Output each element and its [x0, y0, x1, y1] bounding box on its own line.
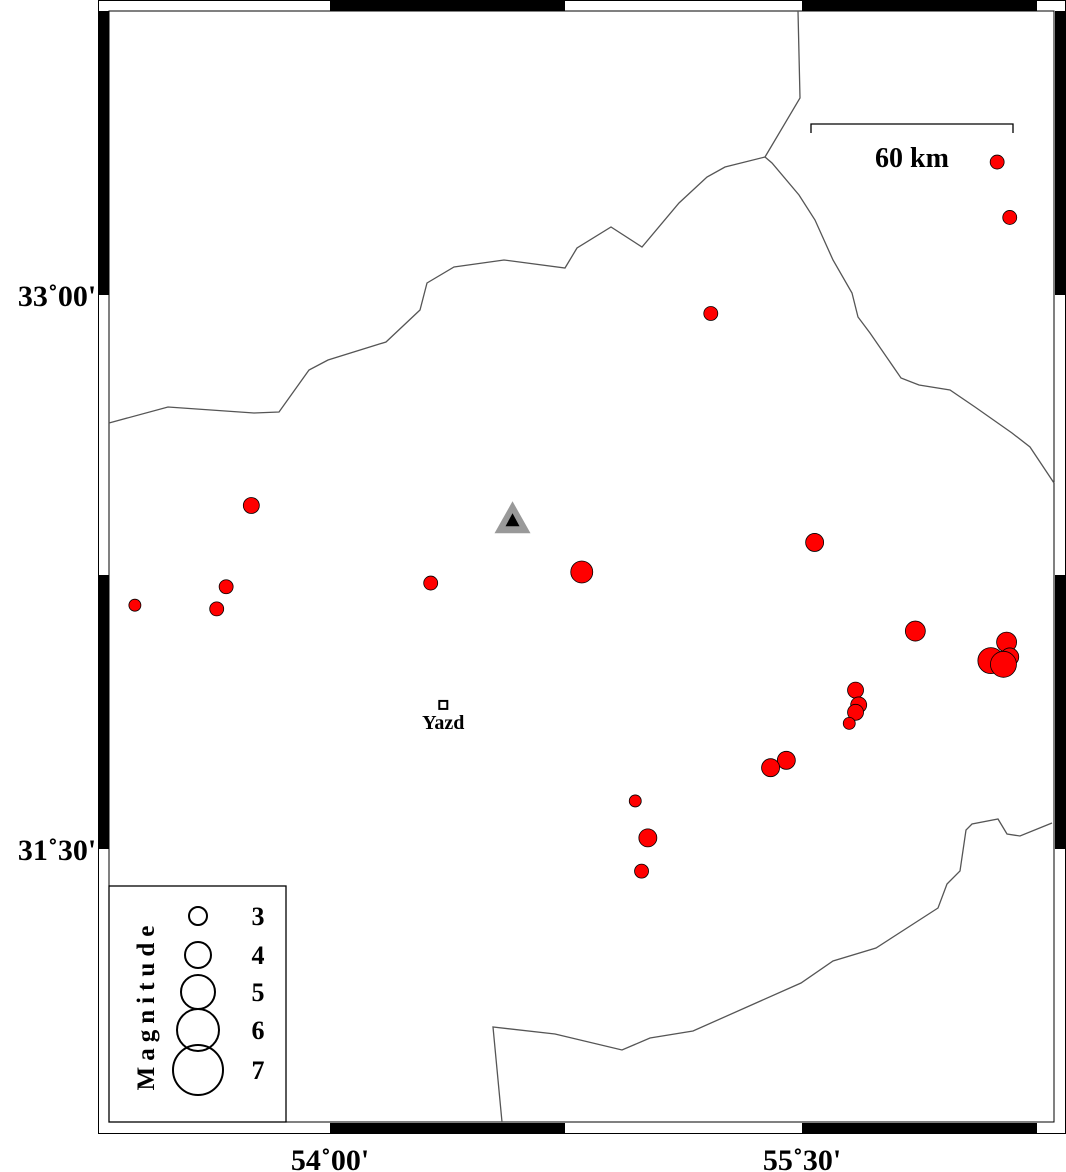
- earthquake-event: [703, 306, 719, 321]
- frame-segment: [330, 1, 565, 11]
- earthquake-events: [128, 154, 1020, 879]
- earthquake-event: [638, 828, 658, 848]
- frame-segment: [802, 1123, 1037, 1133]
- frame-segment: [99, 11, 109, 295]
- legend-label: 7: [252, 1056, 265, 1085]
- scale-bar: 60 km: [810, 123, 1014, 174]
- earthquake-event: [904, 620, 926, 642]
- lat-label-2: 31˚30': [18, 834, 96, 867]
- frame-segment: [99, 575, 109, 849]
- earthquake-event: [842, 716, 856, 730]
- earthquake-event: [761, 758, 780, 778]
- earthquake-event: [805, 533, 825, 552]
- earthquake-event: [776, 750, 796, 770]
- legend-circle: [184, 941, 212, 969]
- legend-label: 6: [252, 1016, 265, 1045]
- triangle-icon: [505, 513, 520, 527]
- earthquake-event: [209, 601, 225, 617]
- legend-label: 4: [252, 941, 265, 970]
- border-east: [764, 156, 1055, 484]
- earthquake-event: [990, 650, 1017, 678]
- legend-title: Magnitude: [133, 920, 160, 1091]
- province-borders: [108, 10, 1055, 1123]
- lon-label-2: 55˚30': [763, 1144, 841, 1172]
- lat-label-1: 33˚00': [18, 280, 96, 313]
- earthquake-event: [847, 703, 864, 721]
- earthquake-event: [570, 560, 594, 584]
- lon-label-1: 54˚00': [291, 1144, 369, 1172]
- station-marker: [494, 501, 531, 534]
- earthquake-event: [218, 579, 234, 595]
- frame-segment: [330, 1123, 565, 1133]
- earthquake-event: [1002, 210, 1018, 225]
- legend-circle: [176, 1008, 220, 1052]
- city-label: Yazd: [422, 712, 464, 734]
- legend-label: 3: [252, 902, 265, 931]
- frame-segment: [802, 1, 1037, 11]
- border-northwest: [108, 156, 766, 424]
- frame-segment: [1055, 11, 1065, 295]
- earthquake-event: [423, 575, 439, 591]
- legend-label: 5: [252, 978, 265, 1007]
- frame-segment: [1055, 575, 1065, 849]
- earthquake-event: [847, 681, 864, 699]
- scale-bar-label: 60 km: [875, 143, 949, 174]
- earthquake-event: [634, 863, 649, 879]
- earthquake-event: [128, 598, 142, 612]
- border-north: [764, 10, 801, 158]
- earthquake-event: [628, 794, 642, 808]
- city-square-icon: [438, 699, 449, 710]
- border-south: [492, 818, 1053, 1123]
- magnitude-legend: Magnitude 3 4 5 6 7: [108, 885, 287, 1123]
- earthquake-event: [989, 154, 1005, 170]
- earthquake-event: [242, 497, 260, 514]
- legend-circle: [188, 906, 208, 926]
- city-marker: Yazd: [422, 699, 464, 734]
- legend-circle: [172, 1044, 224, 1096]
